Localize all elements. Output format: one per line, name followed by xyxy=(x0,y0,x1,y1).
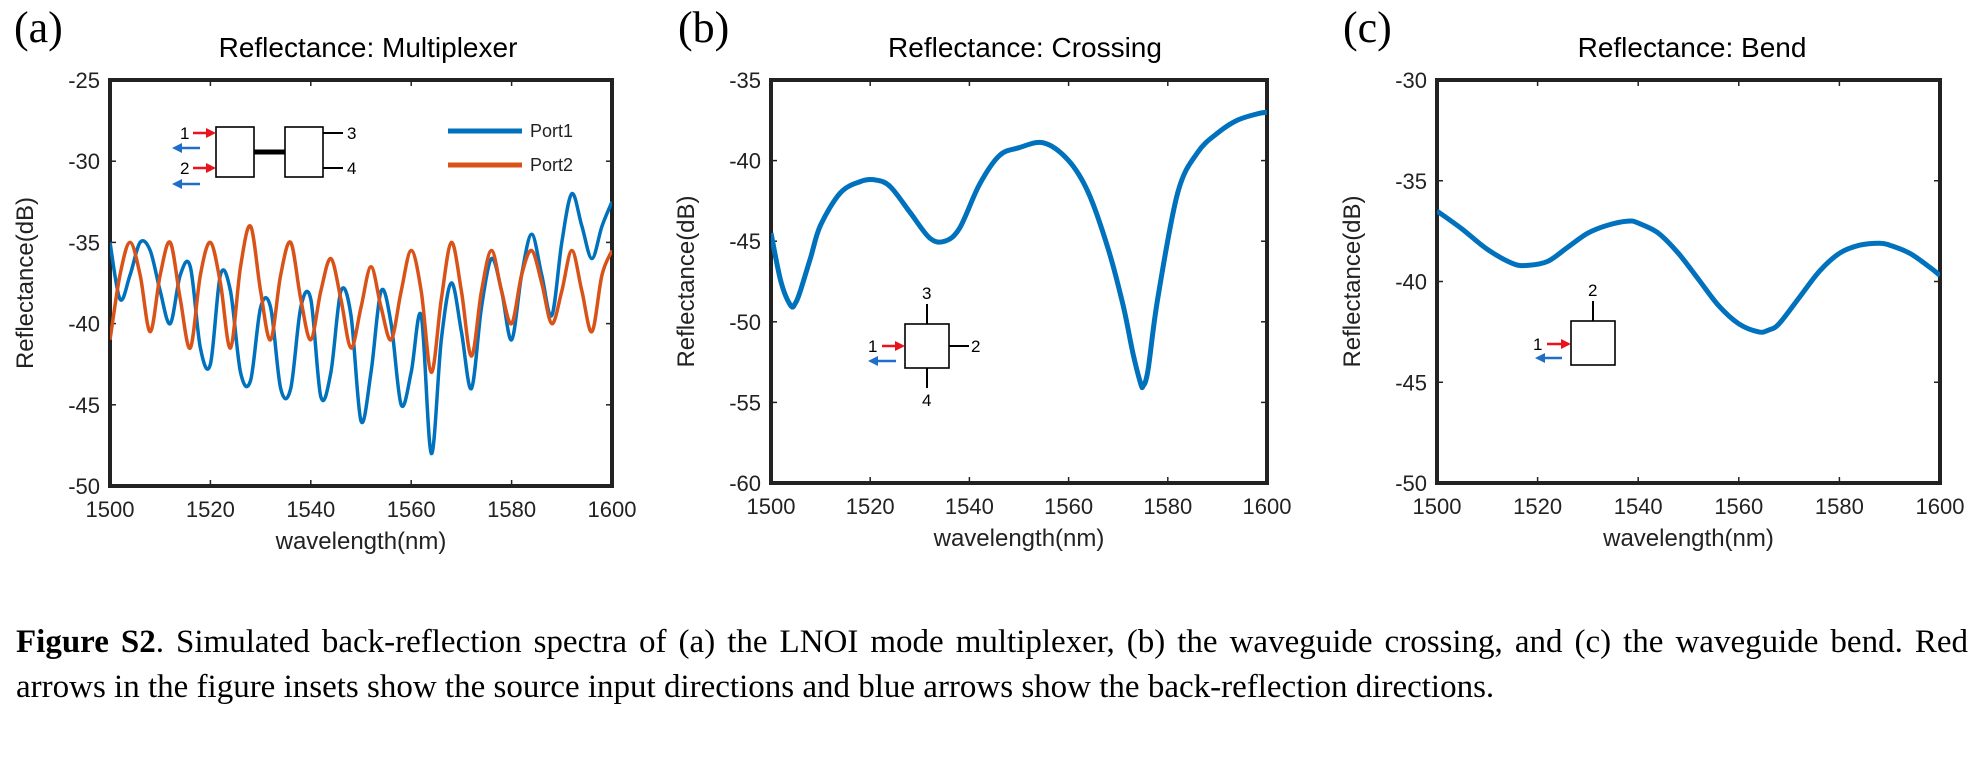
x-tick-label: 1540 xyxy=(945,494,994,519)
y-tick-label: -40 xyxy=(68,312,100,337)
port-label-2: 2 xyxy=(1588,281,1597,300)
y-tick-label: -25 xyxy=(68,68,100,93)
x-tick-label: 1540 xyxy=(286,497,335,522)
legend-label: Port1 xyxy=(530,121,573,141)
y-tick-label: -30 xyxy=(68,149,100,174)
source-arrow-head xyxy=(1561,339,1571,349)
multiplexer-inset: 1 2 3 4 xyxy=(172,124,356,189)
y-tick-label: -50 xyxy=(68,474,100,499)
panel-letter-b: (b) xyxy=(678,3,729,52)
x-tick-label: 1580 xyxy=(1815,494,1864,519)
bend-block xyxy=(1570,320,1616,366)
legend-label: Port2 xyxy=(530,155,573,175)
x-tick-label: 1520 xyxy=(186,497,235,522)
port-label-1: 1 xyxy=(868,337,877,356)
source-arrow-head xyxy=(206,128,216,138)
x-tick-label: 1580 xyxy=(487,497,536,522)
figure-caption: Figure S2. Simulated back-reflection spe… xyxy=(16,620,1968,710)
crossing-block xyxy=(904,323,950,369)
y-tick-label: -35 xyxy=(68,230,100,255)
x-tick-label: 1560 xyxy=(387,497,436,522)
series-line-reflectance xyxy=(1437,208,1940,335)
y-tick-label: -60 xyxy=(729,471,761,496)
panel-multiplexer: (a) Reflectance: Multiplexer 1500 1520 154… xyxy=(12,3,636,555)
y-tick-label: -40 xyxy=(1395,270,1427,295)
x-tick-label: 1600 xyxy=(1916,494,1965,519)
reflection-arrow-head xyxy=(868,356,878,366)
y-tick-label: -50 xyxy=(729,310,761,335)
reflection-arrow-head xyxy=(172,143,182,153)
port-label-4: 4 xyxy=(347,159,356,178)
x-axis-label: wavelength(nm) xyxy=(933,525,1105,552)
y-tick-label: -45 xyxy=(1395,370,1427,395)
y-axis-label: Reflectance(dB) xyxy=(673,195,700,367)
y-tick-label: -30 xyxy=(1395,68,1427,93)
mux-block-left xyxy=(215,126,255,178)
panel-letter-c: (c) xyxy=(1343,3,1392,52)
y-tick-label: -45 xyxy=(729,229,761,254)
x-tick-label: 1600 xyxy=(1243,494,1292,519)
source-arrow-head xyxy=(895,341,905,351)
port-label-1: 1 xyxy=(1533,335,1542,354)
panel-crossing: (b) Reflectance: Crossing 1500 1520 1540 15… xyxy=(673,3,1291,552)
bend-inset: 2 1 xyxy=(1533,281,1616,366)
port-label-1: 1 xyxy=(180,124,189,143)
reflection-arrow-head xyxy=(172,179,182,189)
x-tick-label: 1520 xyxy=(1513,494,1562,519)
port-label-3: 3 xyxy=(347,124,356,143)
x-axis-label: wavelength(nm) xyxy=(275,528,447,555)
x-tick-label: 1500 xyxy=(86,497,135,522)
caption-text: . Simulated back-reflection spectra of (… xyxy=(16,624,1968,705)
plot-frame xyxy=(1435,78,1942,485)
series-line-reflectance xyxy=(771,109,1267,391)
figure-s2: (a) Reflectance: Multiplexer 1500 1520 154… xyxy=(12,3,1964,555)
reflection-arrow-head xyxy=(1535,353,1545,363)
caption-label: Figure S2 xyxy=(16,624,156,660)
y-tick-label: -35 xyxy=(1395,169,1427,194)
x-tick-label: 1520 xyxy=(846,494,895,519)
y-tick-label: -50 xyxy=(1395,471,1427,496)
crossing-inset: 3 2 4 1 xyxy=(868,284,980,410)
mux-block-right xyxy=(284,126,324,178)
chart-title: Reflectance: Bend xyxy=(1578,32,1807,63)
plot-frame xyxy=(108,78,614,488)
x-tick-label: 1560 xyxy=(1044,494,1093,519)
series-line-port2 xyxy=(110,224,612,375)
source-arrow-head xyxy=(206,163,216,173)
y-tick-label: -35 xyxy=(729,68,761,93)
y-tick-label: -45 xyxy=(68,393,100,418)
panel-bend: (c) Reflectance: Bend 1500 1520 1540 1560 15… xyxy=(1339,3,1964,552)
port-label-3: 3 xyxy=(922,284,931,303)
y-tick-label: -55 xyxy=(729,390,761,415)
x-tick-label: 1560 xyxy=(1714,494,1763,519)
y-axis-label: Reflectance(dB) xyxy=(1339,195,1366,367)
port-label-2: 2 xyxy=(180,159,189,178)
plot-frame xyxy=(769,78,1269,485)
port-label-2: 2 xyxy=(971,337,980,356)
x-tick-label: 1500 xyxy=(747,494,796,519)
port-label-4: 4 xyxy=(922,391,931,410)
panel-letter-a: (a) xyxy=(14,3,63,52)
x-tick-label: 1540 xyxy=(1614,494,1663,519)
y-tick-label: -40 xyxy=(729,149,761,174)
x-tick-label: 1600 xyxy=(588,497,637,522)
x-tick-label: 1500 xyxy=(1413,494,1462,519)
x-tick-label: 1580 xyxy=(1143,494,1192,519)
chart-title: Reflectance: Crossing xyxy=(888,32,1162,63)
x-axis-label: wavelength(nm) xyxy=(1602,525,1774,552)
y-axis-label: Reflectance(dB) xyxy=(12,197,39,369)
chart-title: Reflectance: Multiplexer xyxy=(219,32,518,63)
